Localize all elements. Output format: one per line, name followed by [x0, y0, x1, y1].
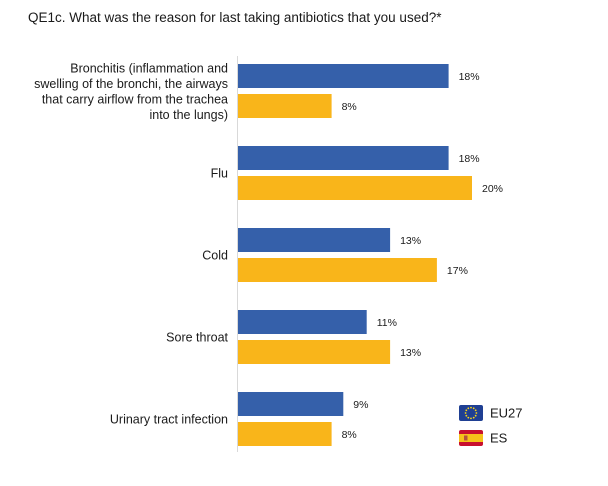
legend-label-es: ES	[490, 431, 508, 446]
category-label-2: Cold	[202, 249, 228, 263]
value-label-es-3: 13%	[400, 347, 421, 359]
value-label-es-4: 8%	[342, 429, 357, 441]
value-label-eu27-1: 18%	[459, 153, 480, 165]
category-label-3: Sore throat	[166, 331, 228, 345]
bar-es-1	[238, 176, 472, 200]
value-label-eu27-3: 11%	[377, 317, 397, 329]
value-label-eu27-4: 9%	[353, 399, 368, 411]
spain-flag-icon	[459, 430, 483, 446]
value-label-eu27-0: 18%	[459, 71, 480, 83]
value-label-es-0: 8%	[342, 101, 357, 113]
legend: EU27 ES	[459, 405, 523, 446]
bar-es-0	[238, 94, 332, 118]
value-label-es-2: 17%	[447, 265, 468, 277]
category-label-0: Bronchitis (inflammation and swelling of …	[34, 61, 228, 122]
value-label-es-1: 20%	[482, 183, 503, 195]
bar-es-4	[238, 422, 332, 446]
bar-eu27-2	[238, 228, 391, 252]
bar-eu27-0	[238, 64, 449, 88]
bar-es-2	[238, 258, 437, 282]
legend-item-es: ES	[459, 430, 508, 446]
value-label-eu27-2: 13%	[400, 235, 421, 247]
bars-group: 18% 8% Bronchitis (inflammation and swellin…	[34, 61, 503, 446]
bar-eu27-4	[238, 392, 344, 416]
eu-flag-icon	[459, 405, 483, 421]
legend-label-eu27: EU27	[490, 406, 523, 421]
bar-eu27-3	[238, 310, 367, 334]
legend-item-eu27: EU27	[459, 405, 523, 421]
category-label-4: Urinary tract infection	[110, 413, 228, 427]
category-label-1: Flu	[211, 167, 228, 181]
bar-eu27-1	[238, 146, 449, 170]
bar-es-3	[238, 340, 391, 364]
chart-title: QE1c. What was the reason for last takin…	[28, 10, 442, 25]
